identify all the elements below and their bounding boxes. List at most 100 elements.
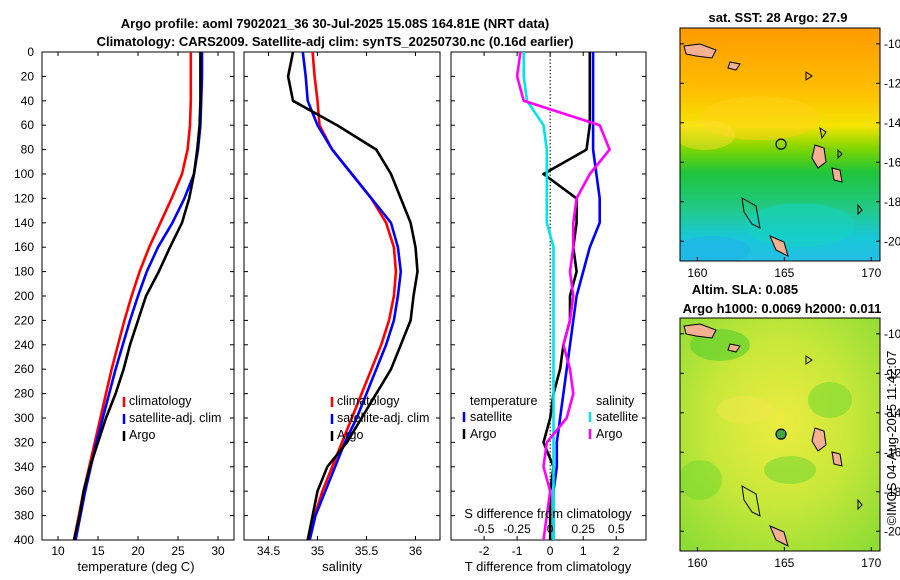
xtick-label: 0 [547,544,554,558]
sla-map-subtitle: Argo h1000: 0.0069 h2000: 0.011 [683,301,882,316]
sst-patch [745,203,855,247]
legend-label-argo: Argo [129,428,155,442]
sst-patch [680,120,735,150]
lat-tick-label: -14 [884,406,900,420]
legend-label-temp-satellite: satellite [470,410,512,424]
xtick-label: 34.5 [257,544,281,558]
copyright-text: ©IMOS 04-Aug-2025 11:42:07 [884,351,899,526]
temperature-panel: 10 15 20 25 30 temperature (deg C) climatolo… [41,51,235,574]
depth-tick-label: 0 [27,45,34,59]
sla-map-panel: Altim. SLA: 0.085 Argo h1000: 0.0069 h20… [679,282,900,570]
lon-tick-label: 165 [774,556,794,570]
series-line-temperature-argo [542,52,592,540]
figure-title-line1: Argo profile: aoml 7902021_36 30-Jul-202… [121,16,549,31]
depth-tick-label: 260 [14,362,34,376]
difference-panel: -2 -1 0 1 2 S difference from climatology -0… [450,51,647,574]
legend-label-argo: Argo [337,428,363,442]
salinity-panel: 34.5 35 35.5 36 salinity climatology satell… [243,51,441,574]
depth-tick-label: 140 [14,216,34,230]
lon-tick-label: 170 [861,266,881,280]
sst-map-title: sat. SST: 28 Argo: 27.9 [709,10,848,25]
legend-label-climatology: climatology [337,394,400,408]
xtick-label: 20 [131,544,145,558]
depth-axis: 0 20 40 60 80 100 120 140 160 180 200 220 240 260 280 3… [14,45,646,547]
xtick-label: 35.5 [355,544,379,558]
lat-tick-label: -16 [884,445,900,459]
sst-patch [700,96,820,140]
salinity-difference-ticks: -0.5 -0.25 0 0.25 0.5 [474,522,625,536]
sla-patch [717,396,773,424]
sla-patch [764,456,816,484]
xtick-label: 25 [171,544,185,558]
salinity-axes-box [243,51,441,541]
series-line-salinity-argo [515,51,611,541]
depth-tick-label: 280 [14,387,34,401]
lat-tick-label: -14 [884,116,900,130]
depth-tick-label: 240 [14,338,34,352]
lon-tick-label: 170 [861,556,881,570]
sst-coastlines [683,43,863,257]
sst-map-lon-ticks: 160 165 170 [687,257,882,280]
salinity-difference-tick: -0.5 [474,522,495,536]
figure-title-line2: Climatology: CARS2009. Satellite-adj cli… [97,34,574,49]
salinity-xticks: 34.5 35 35.5 36 [257,52,423,558]
legend-label-sal-satellite: satellite [596,410,638,424]
depth-tick-label: 40 [21,94,35,108]
series-line-climatology [72,52,193,541]
depth-tick-label: 20 [21,69,35,83]
xtick-label: 15 [91,544,105,558]
lon-tick-label: 165 [774,266,794,280]
depth-tick-label: 220 [14,313,34,327]
salinity-difference-tick: 0 [547,522,554,536]
salinity-difference-tick: -0.25 [503,522,531,536]
lon-tick-label: 160 [687,556,707,570]
temperature-legend: climatology satellite-adj. clim Argo [122,394,221,442]
series-line-argo [286,51,419,541]
xtick-label: 10 [51,544,65,558]
lat-tick-label: -10 [884,37,900,51]
argo-position-marker [775,428,787,440]
series-line-satellite-adj-clim [74,52,204,541]
xtick-label: -1 [512,544,523,558]
temperature-xticks: 10 15 20 25 30 [51,52,225,558]
depth-tick-label: 100 [14,167,34,181]
depth-tick-label: 400 [14,533,34,547]
xtick-label: 36 [409,544,423,558]
temperature-series [72,52,204,541]
series-line-argo [72,52,202,541]
temperature-xlabel: temperature (deg C) [77,559,194,574]
difference-xticks: -2 -1 0 1 2 [479,52,620,558]
lat-tick-label: -12 [884,76,900,90]
difference-legend: temperature satellite Argo salinity sate… [462,394,638,441]
xtick-label: 30 [211,544,225,558]
lon-tick-label: 160 [687,266,707,280]
sla-map-lon-ticks: 160 165 170 [687,547,882,570]
series-line-satellite-adj-clim [301,51,403,541]
xtick-label: 1 [580,544,587,558]
depth-tick-label: 300 [14,411,34,425]
salinity-difference-tick: 0.25 [572,522,596,536]
lat-tick-label: -20 [884,524,900,538]
series-line-salinity-satellite [522,52,555,540]
series-line-temperature-satellite [552,52,602,540]
depth-tick-label: 200 [14,289,34,303]
sst-patch [680,236,750,261]
sst-map-panel: sat. SST: 28 Argo: 27.9 -10-12-14-1 [679,10,900,280]
sla-map-frame [679,317,881,552]
legend-label-temp-argo: Argo [470,427,496,441]
difference-series [515,51,611,541]
sla-coastlines [683,323,863,547]
lat-tick-label: -16 [884,155,900,169]
depth-tick-label: 120 [14,191,34,205]
xtick-label: 2 [613,544,620,558]
xtick-label: 35 [311,544,325,558]
salinity-difference-label: S difference from climatology [464,506,632,521]
legend-title-temperature: temperature [470,394,537,408]
lat-tick-label: -12 [884,366,900,380]
argo-position-marker [775,138,787,150]
salinity-difference-tick: 0.5 [608,522,625,536]
depth-tick-label: 380 [14,509,34,523]
sla-patch [808,382,852,418]
sla-map-field [680,318,880,551]
legend-title-salinity: salinity [596,394,635,408]
